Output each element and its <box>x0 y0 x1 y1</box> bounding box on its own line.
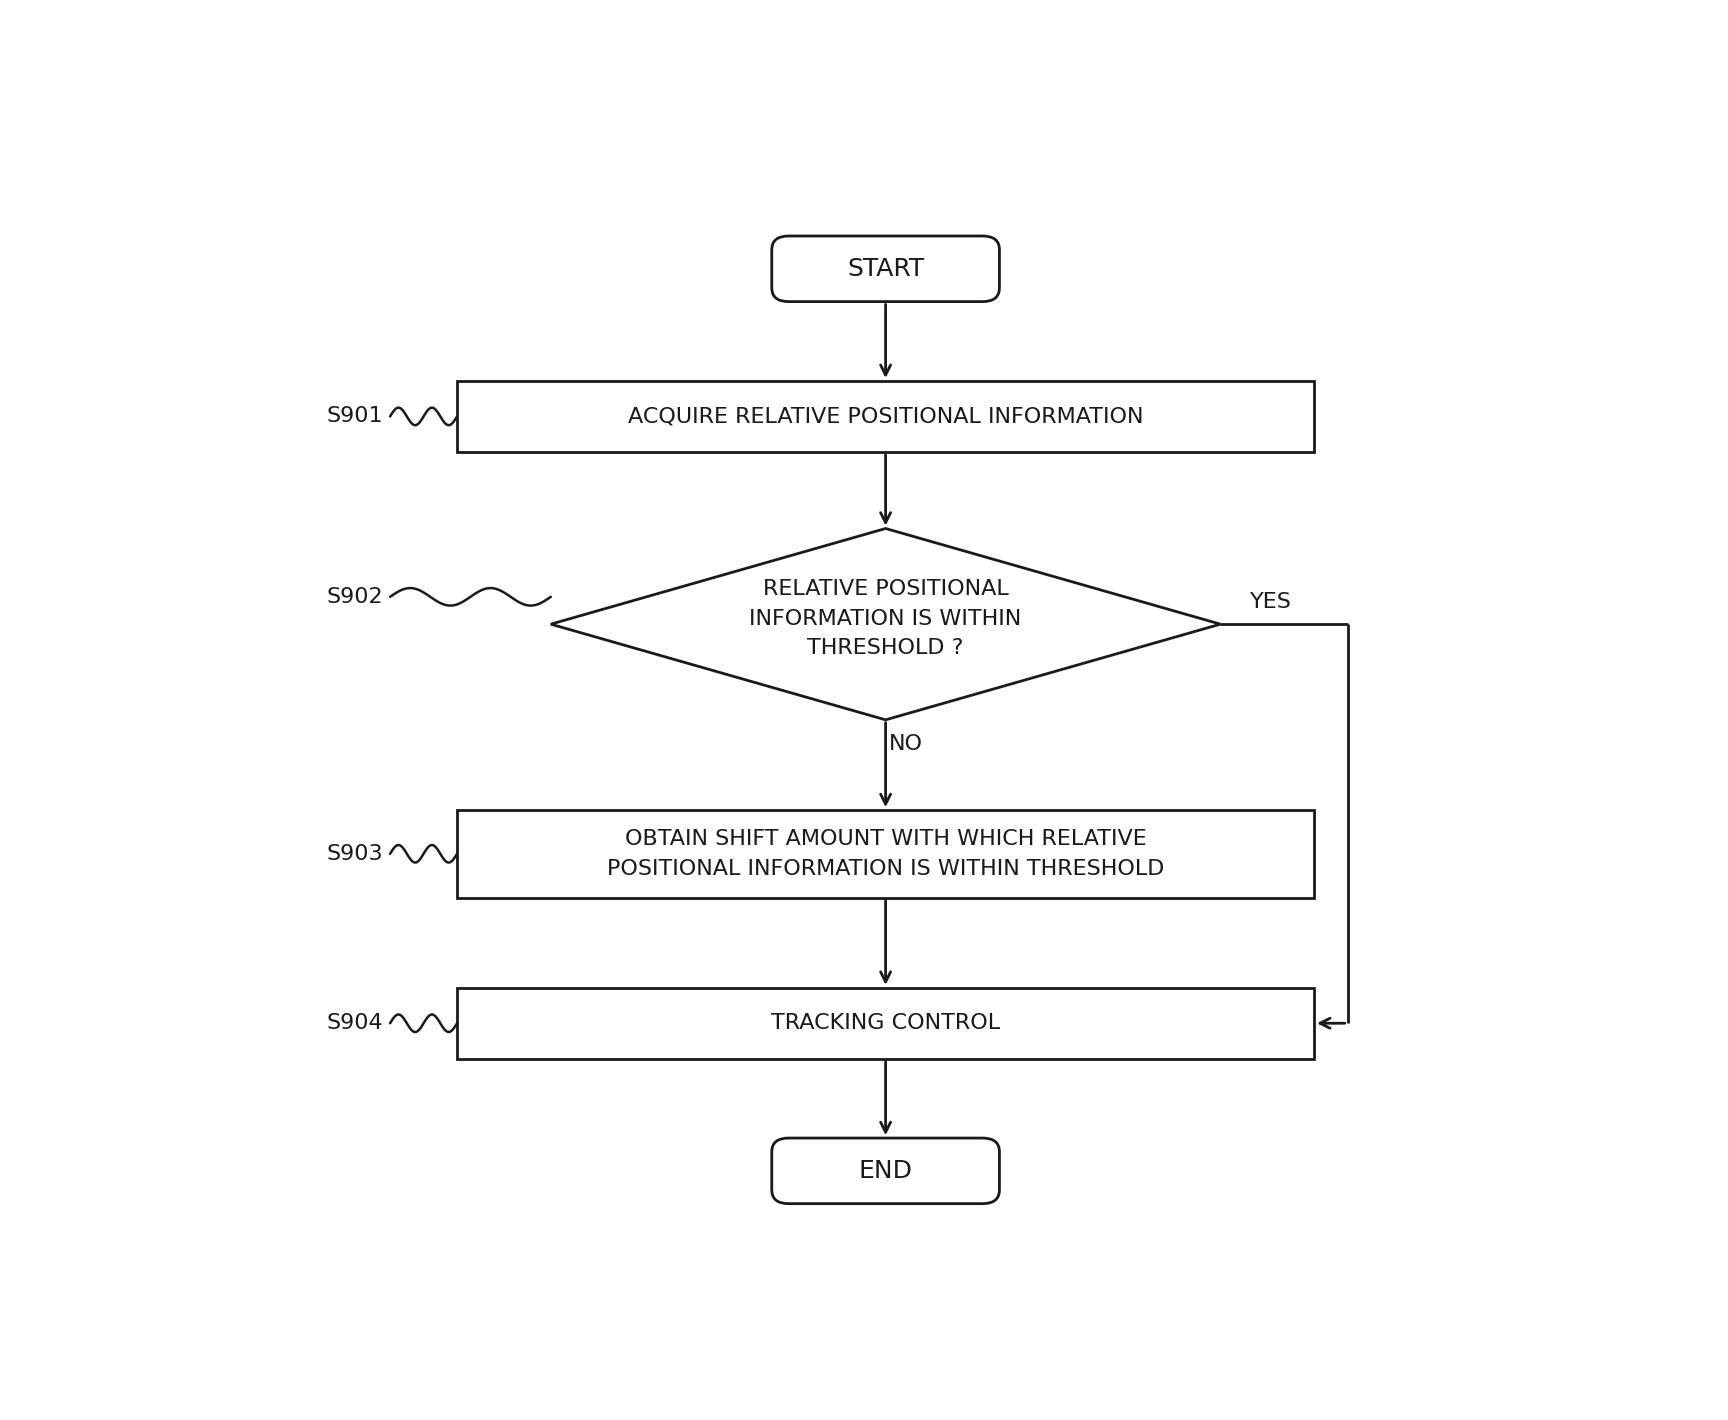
Text: S901: S901 <box>327 406 384 426</box>
FancyBboxPatch shape <box>772 1137 999 1204</box>
Text: S904: S904 <box>327 1014 384 1034</box>
Text: END: END <box>859 1159 912 1183</box>
Polygon shape <box>551 528 1220 720</box>
Text: S903: S903 <box>327 843 384 863</box>
Text: ACQUIRE RELATIVE POSITIONAL INFORMATION: ACQUIRE RELATIVE POSITIONAL INFORMATION <box>627 406 1144 426</box>
Bar <box>456 381 1315 452</box>
FancyBboxPatch shape <box>772 236 999 301</box>
Text: TRACKING CONTROL: TRACKING CONTROL <box>771 1014 1001 1034</box>
Text: START: START <box>847 257 924 281</box>
Text: OBTAIN SHIFT AMOUNT WITH WHICH RELATIVE
POSITIONAL INFORMATION IS WITHIN THRESHO: OBTAIN SHIFT AMOUNT WITH WHICH RELATIVE … <box>607 829 1165 879</box>
Text: NO: NO <box>888 734 923 754</box>
Text: RELATIVE POSITIONAL
INFORMATION IS WITHIN
THRESHOLD ?: RELATIVE POSITIONAL INFORMATION IS WITHI… <box>750 579 1021 659</box>
Bar <box>456 809 1315 897</box>
Text: S902: S902 <box>327 586 384 606</box>
Bar <box>456 988 1315 1059</box>
Text: YES: YES <box>1249 592 1293 612</box>
